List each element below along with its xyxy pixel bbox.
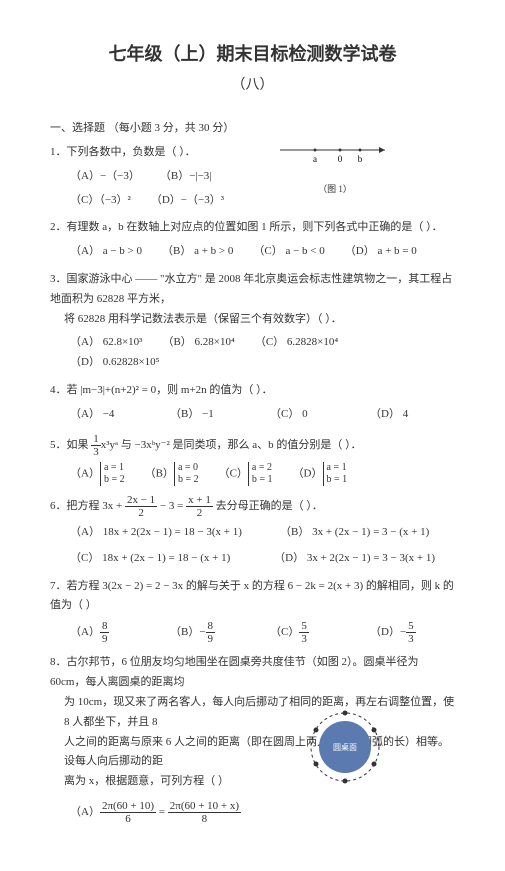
question-8: 8．古尔邦节，6 位朋友均匀地围坐在圆桌旁共度佳节（如图 2）。圆桌半径为 60… [50, 653, 455, 825]
q1-stem: 1．下列各数中，负数是（ ）． [50, 146, 196, 158]
q2-stem: 2．有理数 a，b 在数轴上对应点的位置如图 1 所示，则下列各式中正确的是（ … [50, 221, 443, 233]
q1-opt-a: （A）−（−3） [70, 167, 140, 187]
question-5: 5．如果 13x³yᵃ 与 −3xᵇy⁻² 是同类项，那么 a、b 的值分别是（… [50, 433, 455, 486]
q5-opt-c: （C）a = 2b = 1 [219, 462, 273, 486]
q8-p4: 离为 x，根据题意，可列方程（ ） [64, 772, 455, 792]
title: 七年级（上）期末目标检测数学试卷 [50, 40, 455, 66]
q3-opt-d: （D） 0.62828×10⁵ [70, 353, 159, 373]
section-1-heading: 一、选择题 （每小题 3 分，共 30 分） [50, 119, 455, 135]
q4-opt-c: （C） 0 [270, 405, 350, 425]
q4-opt-d: （D） 4 [370, 405, 408, 425]
fig1-label: （图 1） [275, 181, 395, 197]
q5-opt-a: （A）a = 1b = 2 [70, 462, 125, 486]
q2-opt-a: （A） a − b > 0 [70, 242, 142, 262]
q4-stem: 4．若 |m−3|+(n+2)² = 0，则 m+2n 的值为（ ）． [50, 384, 273, 396]
q4-opt-a: （A） −4 [70, 405, 150, 425]
q7-opt-c: （C）53 [270, 620, 350, 645]
q3-p2: 将 62828 用科学记数法表示是（保留三个有效数字）（ ）． [64, 310, 455, 330]
q7-stem: 7．若方程 3(2x − 2) = 2 − 3x 的解与关于 x 的方程 6 −… [50, 580, 454, 612]
q6-opt-c: （C） 18x + (2x − 1) = 18 − (x + 1) [70, 549, 254, 569]
question-2: 2．有理数 a，b 在数轴上对应点的位置如图 1 所示，则下列各式中正确的是（ … [50, 218, 455, 262]
q5-opt-b: （B）a = 0b = 2 [145, 462, 199, 486]
q6-opt-a: （A） 18x + 2(2x − 1) = 18 − 3(x + 1) [70, 523, 260, 543]
q5-opt-d: （D）a = 1b = 1 [293, 462, 348, 486]
q1-opt-d: （D）−（−3）³ [151, 191, 224, 211]
svg-text:a: a [313, 154, 317, 164]
q2-opt-b: （B） a + b > 0 [162, 242, 233, 262]
q1-opt-c: （C）（−3）² [70, 191, 131, 211]
q6-stem-pre: 6．把方程 3x + [50, 500, 125, 512]
q1-opt-b: （B）−|−3| [160, 167, 212, 187]
subtitle: （八） [50, 74, 455, 94]
question-7: 7．若方程 3(2x − 2) = 2 − 3x 的解与关于 x 的方程 6 −… [50, 577, 455, 646]
number-line-figure: a 0 b （图 1） [275, 138, 395, 197]
q5-stem-mid: x³yᵃ 与 −3xᵇy⁻² 是同类项，那么 a、b 的值分别是（ ）． [101, 439, 362, 451]
question-4: 4．若 |m−3|+(n+2)² = 0，则 m+2n 的值为（ ）． （A） … [50, 381, 455, 425]
q6-stem-post: 去分母正确的是（ ）． [213, 500, 323, 512]
question-1: 1．下列各数中，负数是（ ）． a 0 b （图 1） （A）−（−3） （B）−|… [50, 143, 455, 210]
q3-opt-b: （B） 6.28×10⁴ [162, 333, 234, 353]
svg-text:0: 0 [338, 154, 343, 164]
q2-opt-d: （D） a + b = 0 [345, 242, 417, 262]
q8-opt-a: （A）2π(60 + 10)6 = 2π(60 + 10 + x)8 [70, 800, 241, 825]
q7-opt-d: （D）−53 [370, 620, 416, 645]
q5-stem-pre: 5．如果 [50, 439, 91, 451]
q2-opt-c: （C） a − b < 0 [253, 242, 324, 262]
svg-text:b: b [358, 154, 363, 164]
circle-figure: 圆桌面 [305, 707, 385, 795]
q3-opt-c: （C） 6.2828×10⁴ [255, 333, 338, 353]
circle-label: 圆桌面 [333, 742, 357, 752]
q8-p1: 8．古尔邦节，6 位朋友均匀地围坐在圆桌旁共度佳节（如图 2）。圆桌半径为 60… [50, 653, 455, 693]
q3-p1: 3．国家游泳中心 —— "水立方" 是 2008 年北京奥运会标志性建筑物之一，… [50, 270, 455, 310]
q4-opt-b: （B） −1 [170, 405, 250, 425]
q3-opt-a: （A） 62.8×10³ [70, 333, 142, 353]
q6-stem-mid: − 3 = [157, 500, 186, 512]
q6-opt-d: （D） 3x + 2(2x − 1) = 3 − 3(x + 1) [274, 549, 435, 569]
q8-p2: 为 10cm，现又来了两名客人，每人向后挪动了相同的距离，再左右调整位置，使 8… [64, 693, 455, 733]
question-3: 3．国家游泳中心 —— "水立方" 是 2008 年北京奥运会标志性建筑物之一，… [50, 270, 455, 373]
q8-p3: 人之间的距离与原来 6 人之间的距离（即在圆周上两人之间的圆弧的长）相等。设每人… [64, 733, 455, 773]
question-6: 6．把方程 3x + 2x − 12 − 3 = x + 12 去分母正确的是（… [50, 494, 455, 569]
q6-opt-b: （B） 3x + (2x − 1) = 3 − (x + 1) [280, 523, 429, 543]
q7-opt-b: （B）−89 [170, 620, 250, 645]
q7-opt-a: （A）89 [70, 620, 150, 645]
